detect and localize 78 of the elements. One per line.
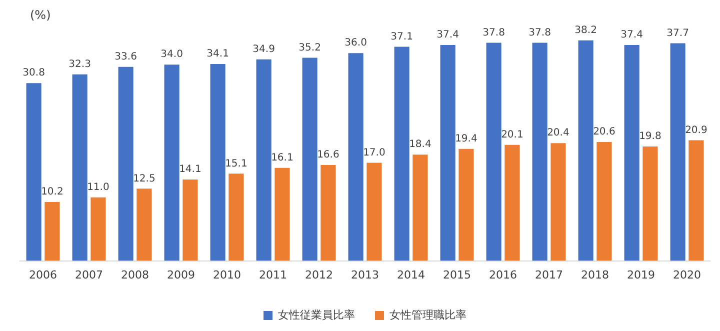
bar [72, 74, 88, 261]
data-label: 38.2 [574, 24, 597, 36]
data-label: 34.9 [252, 44, 275, 56]
data-label: 34.1 [206, 48, 229, 60]
bar [210, 64, 226, 261]
x-tick-label: 2013 [351, 268, 379, 282]
data-label: 35.2 [298, 42, 321, 54]
x-tick-label: 2007 [75, 268, 103, 282]
data-label: 32.3 [68, 59, 91, 70]
bar [228, 174, 244, 261]
bar [136, 188, 152, 261]
bar [504, 144, 520, 261]
data-label: 34.0 [160, 49, 183, 60]
data-label: 16.1 [271, 152, 294, 164]
x-tick-label: 2015 [443, 268, 471, 282]
bar [44, 202, 60, 261]
x-tick-label: 2010 [213, 268, 241, 282]
data-label: 30.8 [22, 68, 45, 79]
data-label: 20.6 [593, 126, 616, 138]
bar [320, 165, 336, 261]
data-label: 37.8 [482, 27, 505, 38]
y-axis-title: (%) [30, 8, 51, 22]
bar [302, 58, 318, 261]
data-label: 37.7 [666, 28, 689, 39]
data-label: 14.1 [179, 164, 202, 176]
bar [486, 42, 502, 261]
bar [550, 143, 566, 261]
bar [624, 45, 640, 261]
data-label: 37.8 [528, 27, 551, 38]
x-tick-label: 2006 [29, 268, 57, 282]
data-label: 37.4 [620, 30, 643, 41]
legend-label: 女性従業員比率 [278, 308, 355, 322]
bar [440, 45, 456, 261]
x-tick-label: 2017 [535, 268, 563, 282]
data-label: 33.6 [114, 52, 137, 63]
data-label: 10.2 [41, 186, 64, 198]
bar [578, 40, 594, 261]
data-label: 20.1 [501, 129, 524, 140]
x-tick-label: 2018 [581, 268, 609, 282]
bar [182, 179, 198, 261]
data-label: 12.5 [133, 173, 156, 184]
bar [256, 59, 272, 261]
bar [532, 42, 548, 261]
bar [458, 148, 474, 261]
data-label: 11.0 [87, 182, 110, 193]
x-tick-label: 2019 [627, 268, 655, 282]
data-label: 17.0 [363, 147, 386, 158]
x-tick-label: 2016 [489, 268, 517, 282]
bar [642, 146, 658, 261]
x-tick-label: 2008 [121, 268, 149, 282]
bar [366, 162, 382, 261]
bar [670, 43, 686, 261]
data-label: 37.1 [390, 31, 413, 42]
data-label: 18.4 [409, 139, 432, 150]
x-tick-label: 2014 [397, 268, 425, 282]
bar [412, 154, 428, 261]
x-tick-label: 2012 [305, 268, 333, 282]
bar [26, 83, 42, 261]
x-tick-label: 2011 [259, 268, 287, 282]
legend-label: 女性管理職比率 [390, 308, 466, 322]
bar [394, 46, 410, 261]
data-label: 15.1 [225, 158, 248, 170]
bar [274, 168, 290, 261]
bar [90, 197, 106, 261]
data-label: 16.6 [317, 150, 340, 161]
x-tick-label: 2020 [673, 268, 701, 282]
bar [348, 53, 364, 261]
x-tick-label: 2009 [167, 268, 195, 282]
bar [596, 142, 612, 261]
bar [688, 140, 704, 261]
bar [118, 66, 134, 261]
data-label: 36.0 [344, 38, 367, 49]
bar [164, 64, 180, 261]
data-label: 20.4 [547, 128, 570, 139]
data-label: 20.9 [685, 124, 708, 136]
data-label: 19.8 [639, 131, 662, 142]
data-label: 19.4 [455, 133, 478, 144]
data-label: 37.4 [436, 30, 459, 41]
